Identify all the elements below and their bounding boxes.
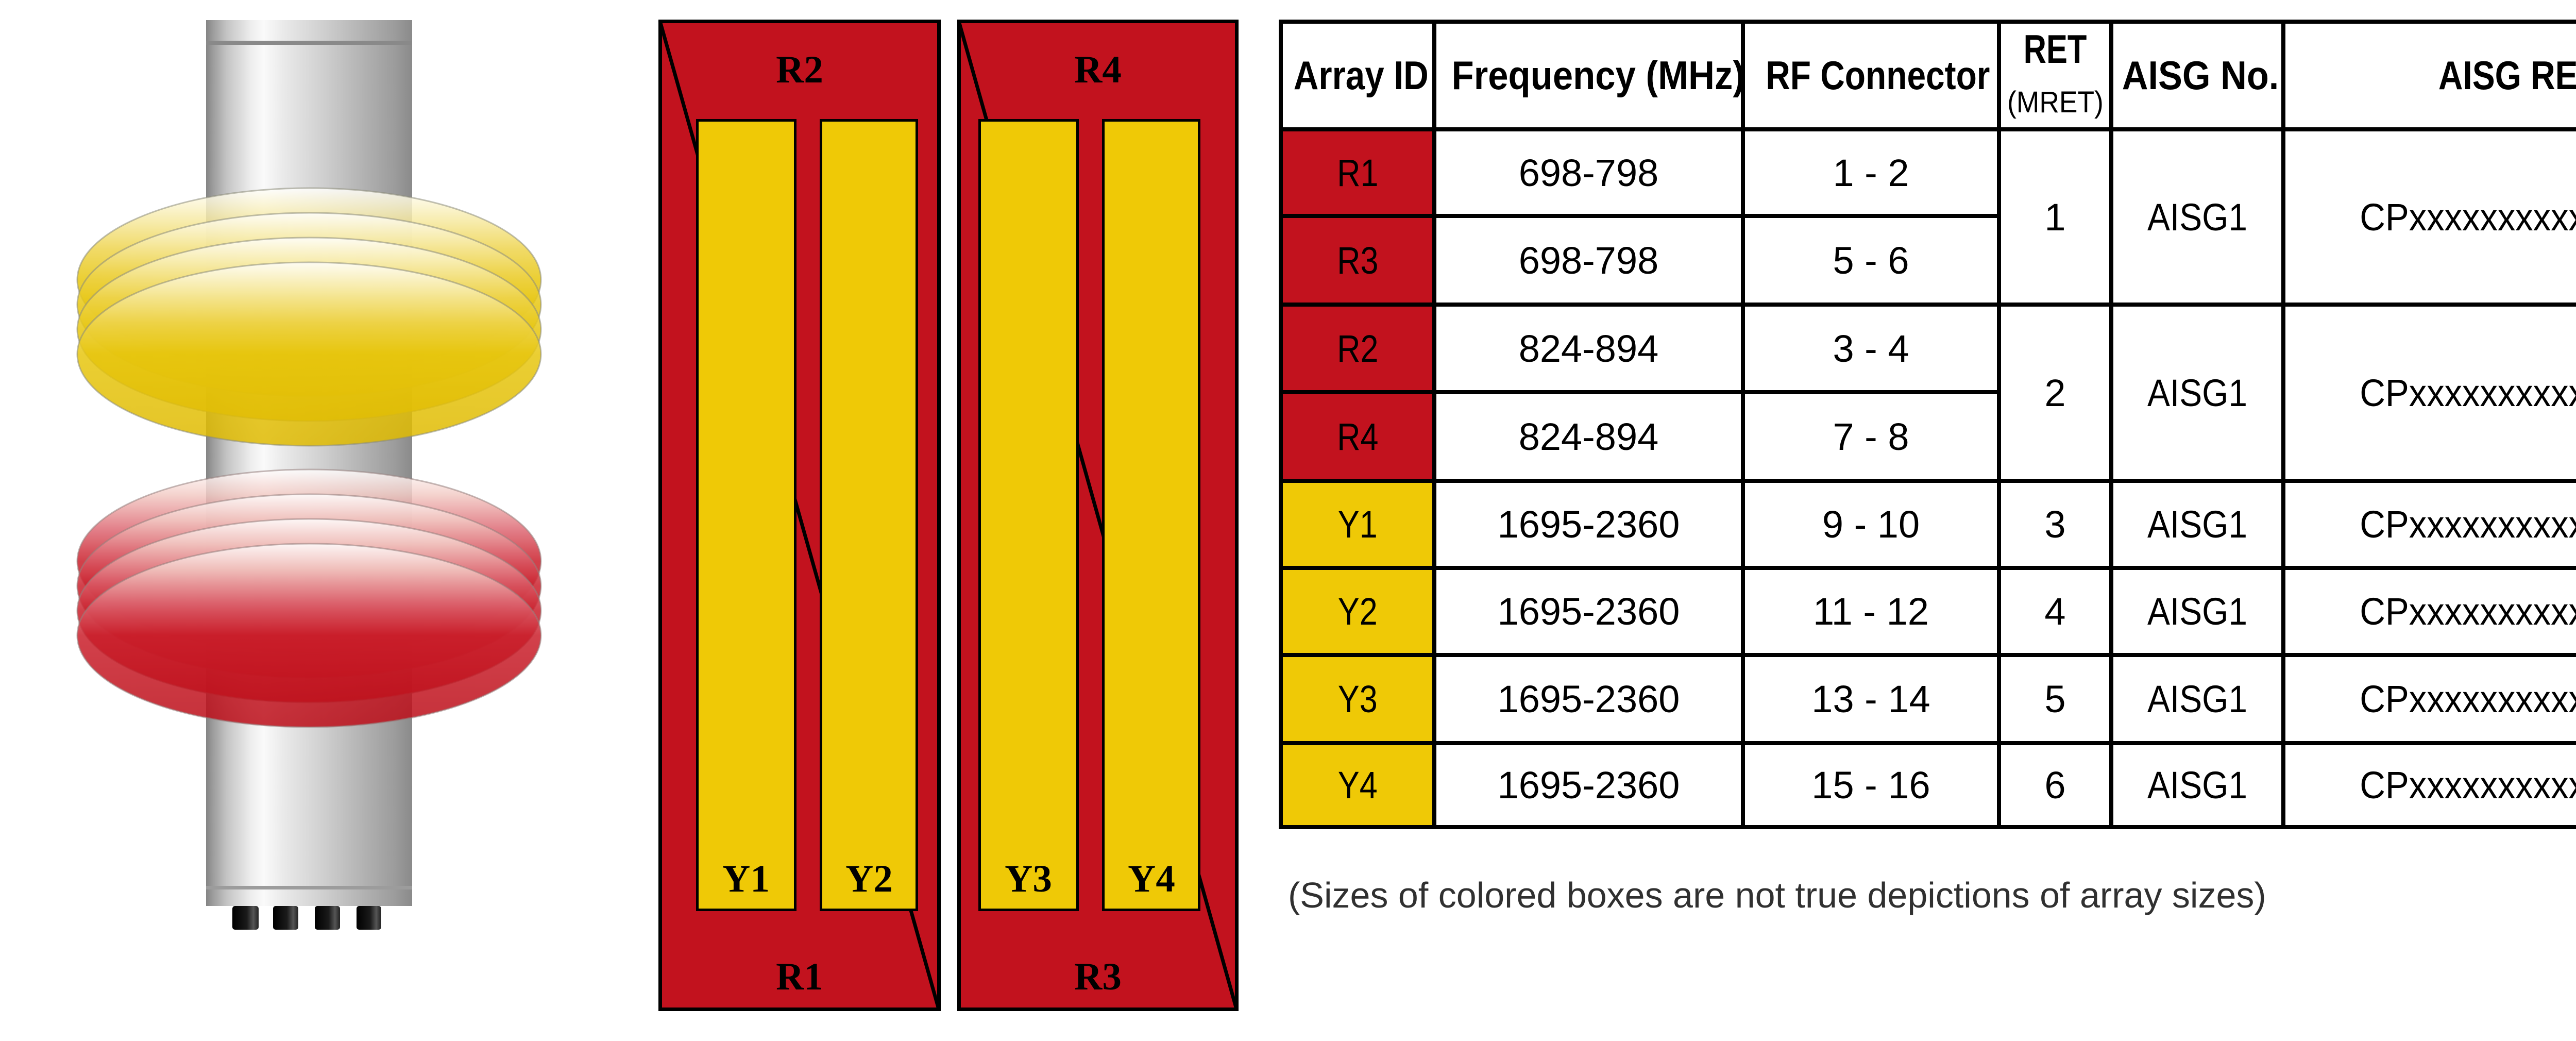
svg-text:R2: R2 <box>776 48 823 91</box>
svg-text:Y3: Y3 <box>1005 858 1052 900</box>
svg-text:Y1: Y1 <box>722 858 770 900</box>
svg-text:R4: R4 <box>1074 48 1122 91</box>
svg-text:Y4: Y4 <box>1128 858 1175 900</box>
svg-text:Y2: Y2 <box>845 858 893 900</box>
svg-text:R3: R3 <box>1074 955 1122 998</box>
svg-text:R1: R1 <box>776 955 823 998</box>
